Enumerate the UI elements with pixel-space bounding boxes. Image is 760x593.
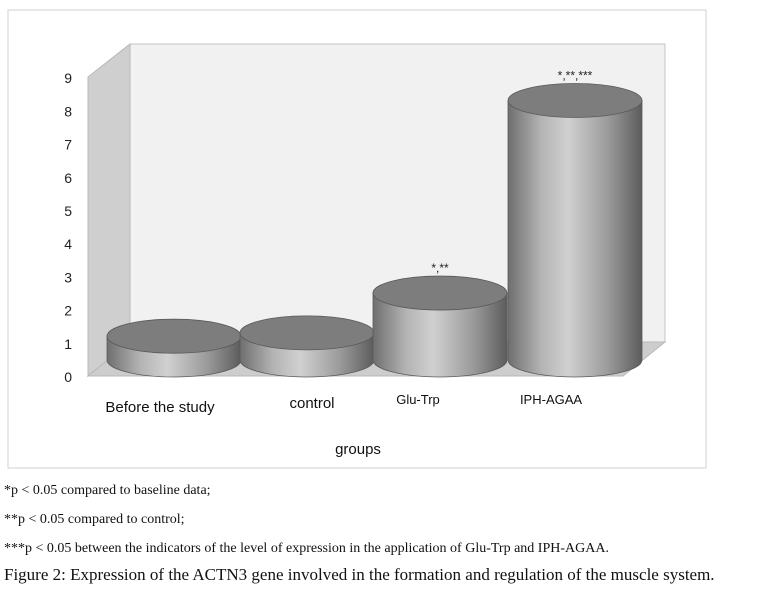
y-tick-label: 1 — [64, 336, 72, 352]
footnote-control: **p < 0.05 compared to control; — [4, 512, 185, 527]
bar — [372, 275, 508, 378]
bar — [106, 318, 242, 378]
y-tick-label: 8 — [64, 103, 72, 119]
category-label: control — [289, 395, 334, 412]
x-axis-label: groups — [335, 441, 381, 458]
y-tick-label: 3 — [64, 269, 72, 285]
significance-label: *,**,*** — [558, 68, 593, 82]
category-label: Glu-Trp — [396, 392, 440, 407]
bar-cylinder-top — [239, 315, 375, 351]
y-tick-label: 9 — [64, 70, 72, 86]
y-tick-label: 5 — [64, 203, 72, 219]
y-tick-label: 6 — [64, 170, 72, 186]
bar — [507, 83, 643, 378]
figure-caption: Figure 2: Expression of the ACTN3 gene i… — [4, 565, 715, 584]
y-tick-label: 7 — [64, 137, 72, 153]
category-label: IPH-AGAA — [520, 392, 582, 407]
bar-cylinder-top — [507, 83, 643, 118]
y-tick-label: 4 — [64, 236, 72, 252]
y-tick-label: 2 — [64, 303, 72, 319]
bar-cylinder-body — [507, 100, 643, 378]
bar-cylinder-body — [372, 292, 508, 378]
bar — [239, 315, 375, 378]
footnote-baseline: *p < 0.05 compared to baseline data; — [4, 483, 211, 498]
y-tick-label: 0 — [64, 369, 72, 385]
chart: 0 1 2 3 4 5 6 7 8 9 *,** *,**,*** Before the study… — [7, 9, 707, 469]
category-label: Before the study — [105, 399, 215, 416]
significance-label: *,** — [431, 261, 449, 275]
bar-cylinder-top — [106, 318, 242, 354]
footnotes: *p < 0.05 compared to baseline data; **p… — [4, 476, 715, 587]
footnote-glu-trp: ***p < 0.05 between the indicators of th… — [4, 541, 609, 556]
bar-cylinder-top — [372, 275, 508, 311]
